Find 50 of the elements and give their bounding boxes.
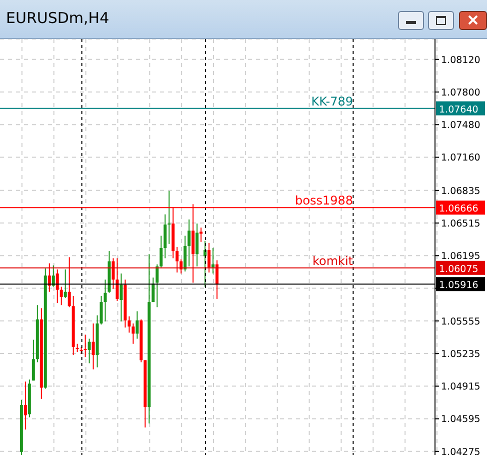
candlestick [120,273,123,322]
ref-line-label: 1.06075 [439,264,478,275]
candlestick [208,242,211,273]
candlestick [164,214,167,259]
y-tick-label: 1.04595 [441,414,480,426]
y-tick-label: 1.05555 [441,316,480,328]
y-tick-label: 1.07160 [441,152,480,164]
y-tick-label: 1.05235 [441,348,480,360]
annotation: KK-789 [311,94,353,108]
y-tick-label: 1.06835 [441,186,480,197]
candlestick [156,264,159,308]
candlestick [200,227,203,242]
candlestick [216,260,219,300]
ref-line-label: 1.05916 [439,280,478,292]
candlestick [136,310,139,340]
annotation: boss1988 [294,194,353,208]
y-tick-label: 1.06515 [441,218,480,230]
candlestick [176,246,179,273]
candlestick [100,295,103,325]
candlestick [32,339,35,382]
y-tick-label: 1.04915 [441,382,480,393]
candlestick [196,223,199,267]
y-tick-label: 1.07800 [441,87,480,98]
candlestick [84,334,87,358]
candlestick [88,338,91,364]
y-tick-label: 1.06195 [441,251,480,262]
candlestick [68,256,71,308]
chart-title: EURUSDm,H4 [6,9,110,27]
candlestick [64,268,67,298]
annotation: komkit [312,254,354,268]
y-tick-label: 1.07480 [441,120,480,132]
candlestick [24,381,27,430]
candlestick [160,235,163,268]
ref-line-label: 1.07640 [439,104,478,116]
candlestick [132,322,135,344]
y-tick-label: 1.04275 [441,446,480,455]
candlestick [184,235,187,272]
ref-line-label: 1.06666 [439,204,478,215]
candlestick [116,258,119,302]
candlestick [168,190,171,244]
candlestick [56,268,59,304]
candlestick [188,218,191,267]
candlestick [60,286,63,306]
candlestick [112,258,115,290]
candlestick [92,322,95,370]
candlestick [128,316,131,334]
candlestick [104,279,107,322]
candlestick [212,248,215,274]
y-tick-label: 1.08120 [441,54,480,66]
candlestick [152,277,155,303]
